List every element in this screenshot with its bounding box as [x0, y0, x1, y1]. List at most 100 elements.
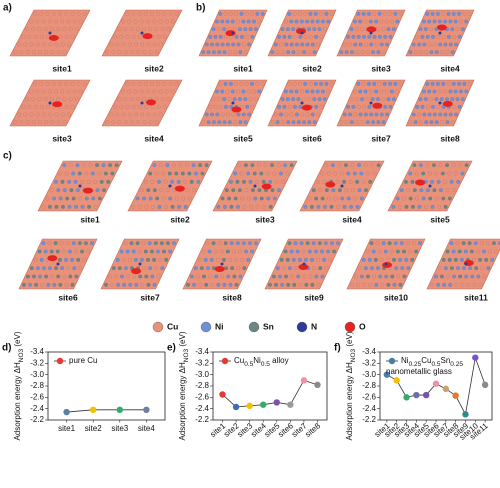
atom: [74, 274, 79, 279]
atom: [441, 81, 446, 86]
element-label: O: [359, 321, 366, 331]
atom: [436, 282, 440, 287]
atom: [48, 42, 53, 47]
atom: [279, 42, 283, 47]
atom: [127, 112, 132, 117]
atom: [410, 179, 415, 184]
atom: [47, 89, 52, 94]
atom: [422, 112, 427, 117]
atom: [467, 241, 472, 246]
atom: [157, 179, 161, 184]
atom: [192, 188, 196, 193]
atom: [104, 282, 108, 287]
atom: [278, 171, 283, 176]
atom: [375, 241, 380, 246]
adsorbate: [174, 185, 185, 192]
atom: [44, 120, 49, 125]
atom: [229, 204, 234, 209]
atom: [41, 19, 46, 24]
atom: [266, 196, 271, 201]
atom: [19, 50, 24, 55]
atom: [355, 50, 360, 55]
atom: [60, 179, 65, 184]
atom: [167, 171, 172, 176]
atom: [419, 188, 424, 193]
atom: [351, 188, 355, 193]
atom: [353, 274, 358, 279]
atom: [294, 19, 299, 24]
atom: [447, 171, 452, 176]
atom: [237, 163, 242, 168]
atom: [494, 249, 499, 254]
atom: [305, 241, 310, 246]
atom: [388, 81, 393, 86]
atom: [43, 27, 48, 32]
atom: [148, 27, 153, 32]
atom: [461, 241, 466, 246]
point: [273, 399, 280, 406]
atom: [165, 188, 170, 193]
atom: [224, 188, 229, 193]
atom: [361, 81, 366, 86]
atom: [280, 50, 285, 55]
atom: [398, 11, 403, 16]
y-axis-label: Adsorption energy ΔHNO3 (eV): [178, 331, 190, 440]
atom: [241, 241, 246, 246]
atom: [60, 266, 65, 271]
label-part: 0.25: [409, 361, 422, 368]
atom: [220, 196, 225, 201]
atom: [453, 19, 458, 24]
atom: [25, 50, 30, 55]
atom: [249, 204, 253, 209]
atom: [367, 34, 372, 39]
atom: [93, 179, 98, 184]
atom: [372, 81, 377, 86]
atom: [50, 50, 55, 55]
atom: [58, 11, 62, 16]
atom: [457, 104, 462, 109]
atom: [361, 179, 366, 184]
structure: [405, 79, 475, 127]
atom: [203, 257, 208, 262]
atom: [412, 241, 416, 246]
structure: [9, 79, 91, 127]
atom: [373, 257, 378, 262]
atom: [156, 104, 161, 109]
atom: [146, 89, 150, 94]
atom: [239, 171, 244, 176]
atom: [286, 50, 291, 55]
atom: [294, 42, 299, 47]
atom: [243, 120, 248, 125]
atom: [369, 112, 374, 117]
atom: [350, 163, 355, 168]
atom: [381, 97, 386, 102]
y-tick-label: -2.2: [195, 415, 209, 424]
atom: [162, 104, 167, 109]
atom: [301, 97, 306, 102]
atom: [146, 188, 151, 193]
label-part: 0.5: [244, 361, 253, 368]
atom: [447, 196, 452, 201]
structure: [299, 160, 385, 212]
atom: [156, 274, 161, 279]
atom: [246, 257, 251, 262]
atom: [344, 163, 348, 168]
panel-label: d): [2, 343, 11, 354]
atom: [223, 241, 228, 246]
atom: [114, 163, 119, 168]
atom: [255, 204, 260, 209]
atom: [386, 97, 391, 102]
atom: [366, 11, 371, 16]
atom: [359, 171, 364, 176]
adsorbate-n: [78, 184, 82, 188]
atom: [220, 112, 225, 117]
atom: [133, 89, 138, 94]
x-tick-label: site8: [303, 421, 322, 439]
atom: [453, 257, 458, 262]
atom: [425, 81, 430, 86]
atom: [233, 120, 238, 125]
atom: [314, 196, 319, 201]
atom: [257, 163, 261, 168]
atom: [156, 81, 161, 86]
atom: [50, 274, 55, 279]
